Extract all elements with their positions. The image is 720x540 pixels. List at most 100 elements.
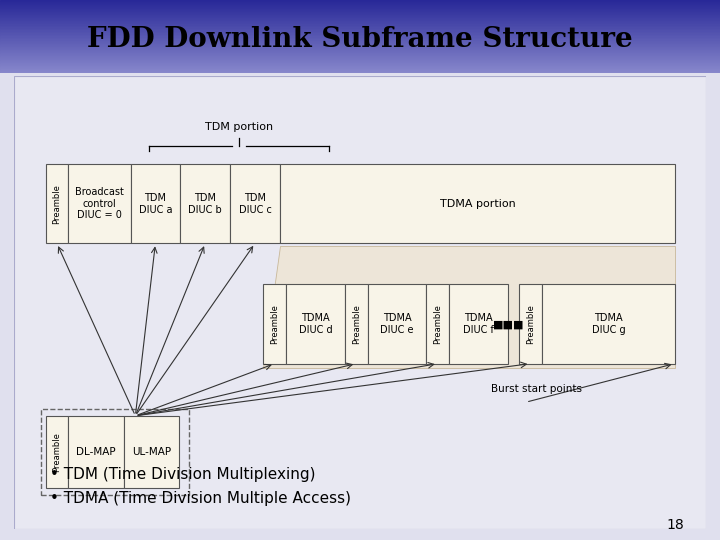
Bar xyxy=(0,29,720,30)
Text: • TDM (Time Division Multiplexing): • TDM (Time Division Multiplexing) xyxy=(50,467,316,482)
Bar xyxy=(264,284,286,363)
Bar xyxy=(0,54,720,55)
Bar xyxy=(0,34,720,35)
Bar xyxy=(0,44,720,45)
Bar xyxy=(0,59,720,60)
Bar xyxy=(0,35,720,36)
Bar xyxy=(68,416,124,488)
Bar xyxy=(0,42,720,43)
Bar xyxy=(0,43,720,44)
Bar xyxy=(0,28,720,29)
Bar xyxy=(0,31,720,32)
Text: TDMA
DIUC f: TDMA DIUC f xyxy=(463,313,494,335)
Bar xyxy=(0,12,720,13)
Text: Preamble: Preamble xyxy=(433,304,442,344)
Bar xyxy=(0,1,720,2)
Bar xyxy=(0,30,720,31)
Bar xyxy=(0,32,720,33)
Text: TDMA
DIUC d: TDMA DIUC d xyxy=(299,313,332,335)
Bar xyxy=(0,11,720,12)
Bar xyxy=(541,284,675,363)
Bar xyxy=(45,164,68,244)
Text: Burst start points: Burst start points xyxy=(491,384,582,394)
Bar xyxy=(0,39,720,40)
Text: DL-MAP: DL-MAP xyxy=(76,447,116,457)
Bar xyxy=(0,21,720,22)
Text: TDM
DIUC c: TDM DIUC c xyxy=(238,193,271,214)
Bar xyxy=(0,3,720,4)
Bar xyxy=(40,409,189,495)
Bar xyxy=(0,15,720,16)
Bar xyxy=(0,52,720,53)
Bar xyxy=(0,69,720,70)
Bar xyxy=(0,66,720,67)
Text: TDM portion: TDM portion xyxy=(205,122,273,132)
Bar xyxy=(368,284,426,363)
Bar xyxy=(0,67,720,68)
Bar xyxy=(0,60,720,62)
Bar xyxy=(0,49,720,50)
Text: • TDMA (Time Division Multiple Access): • TDMA (Time Division Multiple Access) xyxy=(50,491,351,507)
Text: Preamble: Preamble xyxy=(53,184,61,224)
Bar xyxy=(0,40,720,42)
Bar xyxy=(0,64,720,65)
Polygon shape xyxy=(264,246,675,368)
Bar xyxy=(0,22,720,23)
Bar xyxy=(449,284,508,363)
Text: UL-MAP: UL-MAP xyxy=(132,447,171,457)
Bar xyxy=(0,38,720,39)
Bar xyxy=(286,284,345,363)
Bar xyxy=(68,164,130,244)
Bar xyxy=(0,71,720,72)
Bar xyxy=(0,33,720,34)
Text: Preamble: Preamble xyxy=(526,304,535,344)
Bar xyxy=(0,8,720,9)
Bar xyxy=(0,55,720,56)
Bar xyxy=(0,37,720,38)
Text: 18: 18 xyxy=(666,518,684,532)
Bar xyxy=(0,48,720,49)
Bar xyxy=(0,57,720,58)
Bar xyxy=(0,46,720,47)
Bar xyxy=(0,41,720,42)
Text: Broadcast
control
DIUC = 0: Broadcast control DIUC = 0 xyxy=(75,187,124,220)
Bar xyxy=(45,416,68,488)
Bar xyxy=(0,62,720,63)
Text: TDMA
DIUC g: TDMA DIUC g xyxy=(592,313,625,335)
Bar xyxy=(0,6,720,7)
Bar xyxy=(0,19,720,20)
Bar xyxy=(0,36,720,37)
Text: Preamble: Preamble xyxy=(53,432,61,472)
Bar xyxy=(0,63,720,64)
Bar xyxy=(0,68,720,69)
Bar xyxy=(0,5,720,6)
Bar xyxy=(0,9,720,10)
Text: ■■■: ■■■ xyxy=(493,320,524,330)
Bar xyxy=(0,45,720,46)
Text: TDM
DIUC b: TDM DIUC b xyxy=(189,193,222,214)
Bar xyxy=(0,25,720,26)
Bar xyxy=(0,10,720,11)
Bar xyxy=(124,416,179,488)
Bar xyxy=(0,18,720,19)
Bar xyxy=(230,164,280,244)
Bar xyxy=(0,70,720,71)
Text: TDMA
DIUC e: TDMA DIUC e xyxy=(380,313,414,335)
Text: TDM
DIUC a: TDM DIUC a xyxy=(139,193,172,214)
Bar xyxy=(130,164,180,244)
Bar xyxy=(0,50,720,51)
Bar xyxy=(0,26,720,28)
Bar xyxy=(0,47,720,48)
Bar xyxy=(0,56,720,57)
Bar xyxy=(0,65,720,66)
Bar xyxy=(0,17,720,18)
Bar xyxy=(345,284,368,363)
Bar xyxy=(0,24,720,25)
Text: FDD Downlink Subframe Structure: FDD Downlink Subframe Structure xyxy=(87,26,633,53)
Bar xyxy=(280,164,675,244)
Bar xyxy=(0,51,720,52)
Bar xyxy=(0,72,720,73)
Bar xyxy=(0,0,720,1)
Text: Preamble: Preamble xyxy=(351,304,361,344)
Bar xyxy=(0,58,720,59)
